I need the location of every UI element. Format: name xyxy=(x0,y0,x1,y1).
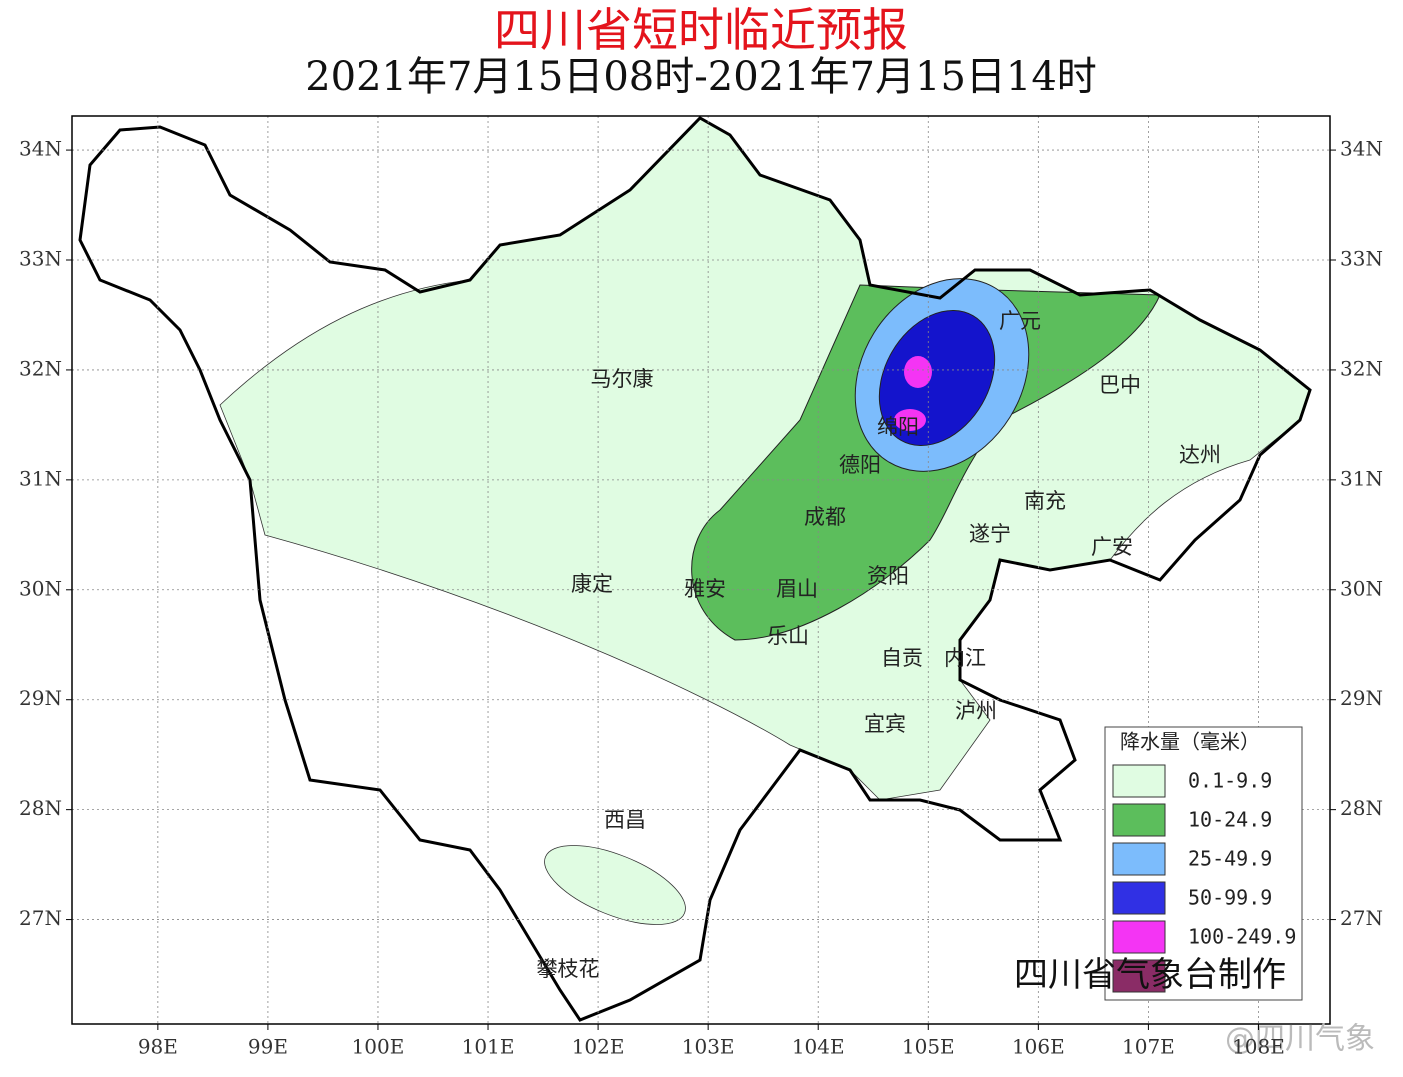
legend-label: 25-49.9 xyxy=(1188,847,1272,871)
x-tick-label: 101E xyxy=(462,1035,515,1059)
city-label: 资阳 xyxy=(867,564,909,588)
x-tick-label: 99E xyxy=(248,1035,288,1059)
rain-area-light xyxy=(544,845,686,925)
x-tick-label: 107E xyxy=(1122,1035,1175,1059)
legend-label: 100-249.9 xyxy=(1188,925,1296,949)
city-label: 康定 xyxy=(571,572,613,596)
y-tick-label: 32N xyxy=(19,356,62,380)
y-tick-label-right: 34N xyxy=(1340,137,1383,161)
city-label: 广安 xyxy=(1091,535,1133,559)
city-label: 遂宁 xyxy=(969,522,1011,546)
legend-swatch xyxy=(1112,803,1166,837)
province-border xyxy=(78,116,1312,1022)
city-label: 内江 xyxy=(944,646,986,670)
x-tick-label: 98E xyxy=(138,1035,178,1059)
x-tick-label: 102E xyxy=(572,1035,625,1059)
city-label: 达州 xyxy=(1179,443,1221,467)
city-label: 攀枝花 xyxy=(537,957,600,981)
rain-area-magenta xyxy=(904,356,932,388)
y-tick-label: 34N xyxy=(19,137,62,161)
y-tick-label: 33N xyxy=(19,247,62,271)
city-label: 雅安 xyxy=(684,577,726,601)
x-tick-label: 103E xyxy=(682,1035,735,1059)
x-tick-label: 105E xyxy=(902,1035,955,1059)
city-label: 绵阳 xyxy=(877,415,919,439)
legend-label: 50-99.9 xyxy=(1188,886,1272,910)
map xyxy=(78,116,1312,1022)
y-tick-label-right: 31N xyxy=(1340,466,1383,490)
legend-label: 0.1-9.9 xyxy=(1188,769,1272,793)
x-tick-label: 104E xyxy=(792,1035,845,1059)
city-label: 泸州 xyxy=(955,699,997,723)
legend-swatch xyxy=(1112,959,1166,993)
legend-swatch xyxy=(1112,764,1166,798)
subtitle: 2021年7月15日08时-2021年7月15日14时 xyxy=(305,54,1097,100)
y-tick-label-right: 30N xyxy=(1340,576,1383,600)
legend-swatch xyxy=(1112,920,1166,954)
map-frame xyxy=(71,115,1331,1025)
city-label: 西昌 xyxy=(604,808,646,832)
city-label: 马尔康 xyxy=(591,367,654,391)
credit: 四川省气象台制作 xyxy=(1014,955,1286,995)
city-label: 广元 xyxy=(999,309,1041,333)
watermark: @四川气象 xyxy=(1225,1022,1375,1057)
legend-swatch xyxy=(1112,842,1166,876)
city-label: 眉山 xyxy=(776,577,818,601)
legend-label: 10-24.9 xyxy=(1188,808,1272,832)
y-tick-label-right: 28N xyxy=(1340,796,1383,820)
city-label: 乐山 xyxy=(767,624,809,648)
x-tick-label: 100E xyxy=(352,1035,405,1059)
y-tick-label: 30N xyxy=(19,576,62,600)
x-tick-label: 106E xyxy=(1012,1035,1065,1059)
city-label: 成都 xyxy=(804,505,846,529)
city-label: 宜宾 xyxy=(864,712,906,736)
legend-title: 降水量（毫米） xyxy=(1120,730,1260,754)
legend-swatch xyxy=(1112,881,1166,915)
y-tick-label-right: 33N xyxy=(1340,247,1383,271)
city-label: 德阳 xyxy=(839,453,881,477)
x-tick-label: 108E xyxy=(1232,1035,1285,1059)
city-label: 自贡 xyxy=(881,646,923,670)
city-label: 南充 xyxy=(1024,489,1066,513)
y-tick-label: 29N xyxy=(19,686,62,710)
y-tick-label-right: 29N xyxy=(1340,686,1383,710)
city-label: 巴中 xyxy=(1099,373,1141,397)
y-tick-label: 28N xyxy=(19,796,62,820)
rain-area-magenta xyxy=(894,409,926,431)
y-tick-label: 31N xyxy=(19,466,62,490)
y-tick-label-right: 32N xyxy=(1340,356,1383,380)
title: 四川省短时临近预报 xyxy=(494,3,908,57)
y-tick-label-right: 27N xyxy=(1340,906,1383,930)
y-tick-label: 27N xyxy=(19,906,62,930)
